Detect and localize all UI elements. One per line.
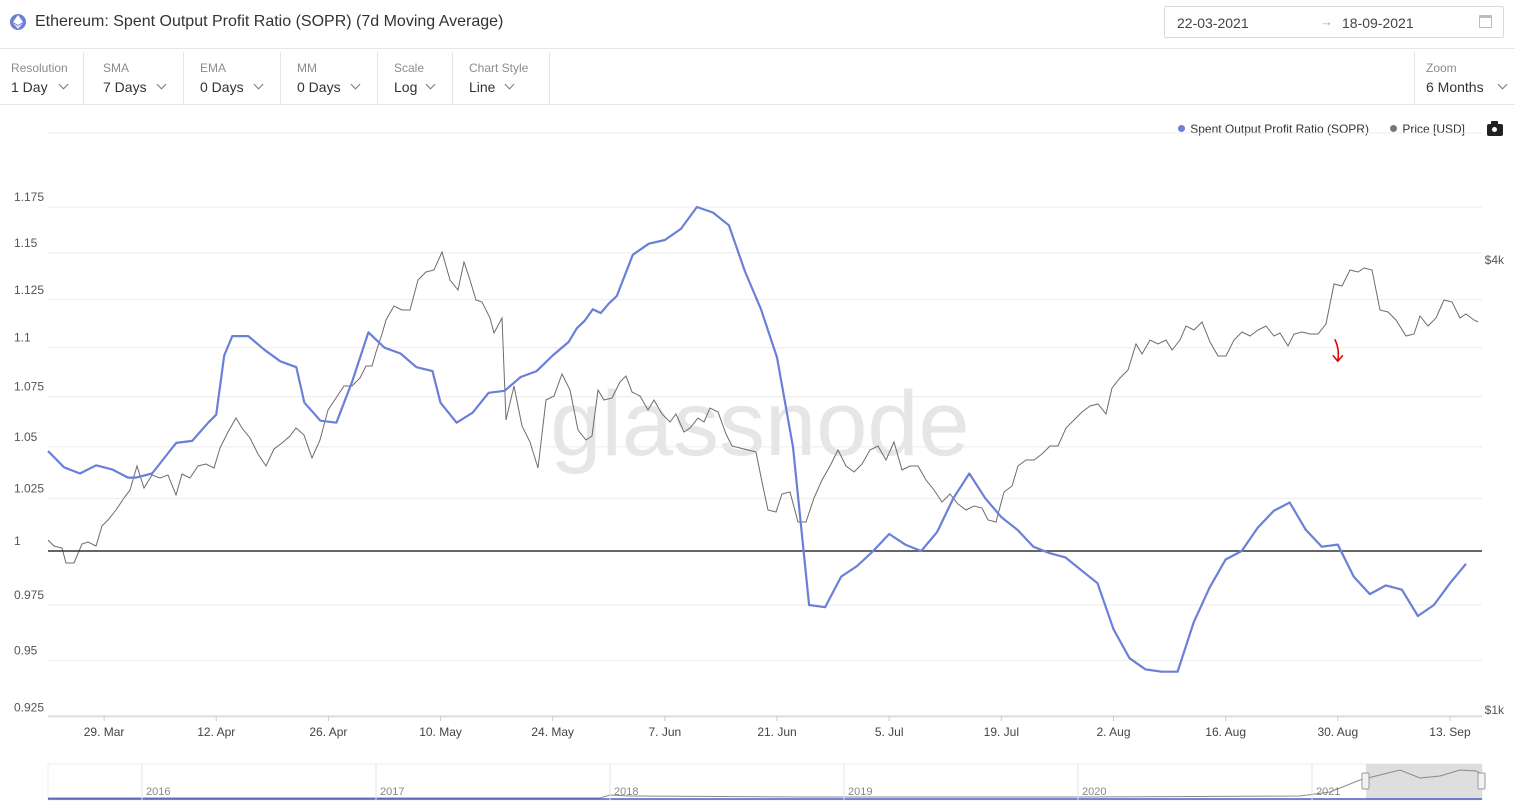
- date-end-input[interactable]: 18-09-2021: [1342, 15, 1414, 31]
- x-tick-label: 10. May: [419, 725, 462, 739]
- date-arrow-icon: →: [1320, 14, 1333, 29]
- chart-style-label: Chart Style: [469, 61, 529, 75]
- navigator-year-label: 2016: [146, 786, 170, 798]
- zoom-select[interactable]: Zoom 6 Months: [1414, 52, 1515, 104]
- legend-marker: [1390, 125, 1398, 132]
- x-tick-label: 2. Aug: [1096, 725, 1130, 739]
- x-tick-label: 29. Mar: [84, 725, 125, 739]
- series-line-sopr: [47, 205, 1467, 673]
- navigator-year-label: 2021: [1316, 786, 1340, 798]
- mm-select[interactable]: MM 0 Days: [286, 52, 378, 104]
- camera-icon[interactable]: [1487, 121, 1503, 136]
- sma-label: SMA: [103, 61, 130, 75]
- y-tick-label: 1.175: [14, 190, 44, 204]
- date-range-picker[interactable]: 22-03-2021 → 18-09-2021: [1164, 6, 1504, 38]
- x-tick-label: 21. Jun: [757, 725, 796, 739]
- navigator-year-label: 2020: [1082, 786, 1106, 798]
- y-tick-label: 1.125: [14, 283, 44, 297]
- resolution-select[interactable]: Resolution 1 Day: [0, 52, 84, 104]
- ema-value[interactable]: 0 Days: [200, 79, 244, 95]
- y-axis-left: 1.175 1.15 1.125 1.1 1.075 1.05 1.025 1 0.975 0.9…: [14, 190, 44, 714]
- mm-label: MM: [297, 61, 317, 75]
- sma-value[interactable]: 7 Days: [103, 79, 147, 95]
- calendar-icon[interactable]: [1479, 15, 1492, 28]
- y-tick-label: 0.975: [14, 588, 44, 602]
- mm-value[interactable]: 0 Days: [297, 79, 341, 95]
- sma-select[interactable]: SMA 7 Days: [92, 52, 184, 104]
- scale-value[interactable]: Log: [394, 79, 418, 95]
- y-right-tick-label: $1k: [1485, 703, 1505, 717]
- navigator-year-label: 2018: [614, 786, 638, 798]
- x-tick-label: 5. Jul: [875, 725, 904, 739]
- ema-label: EMA: [200, 61, 227, 75]
- chart-header: Ethereum: Spent Output Profit Ratio (SOP…: [0, 0, 1515, 49]
- date-start-input[interactable]: 22-03-2021: [1177, 15, 1249, 31]
- ema-select[interactable]: EMA 0 Days: [189, 52, 281, 104]
- resolution-value[interactable]: 1 Day: [11, 79, 48, 95]
- chart-controls: Resolution 1 Day SMA 7 Days EMA 0 Days M…: [0, 52, 1515, 105]
- x-axis: 29. Mar 12. Apr 26. Apr 10. May 24. May 7. Ju…: [84, 716, 1471, 739]
- y-tick-label: 1.1: [14, 331, 31, 345]
- x-tick-label: 24. May: [531, 725, 574, 739]
- y-tick-label: 0.95: [14, 643, 38, 657]
- navigator-handle-right[interactable]: [1477, 772, 1486, 790]
- y-tick-label: 1.05: [14, 430, 38, 444]
- series-sopr: [47, 205, 1467, 673]
- ethereum-icon: [10, 14, 26, 30]
- y-tick-label: 0.925: [14, 700, 44, 714]
- x-tick-label: 19. Jul: [984, 725, 1019, 739]
- navigator-year-label: 2019: [848, 786, 872, 798]
- navigator-frame: [47, 763, 1483, 801]
- x-tick-label: 30. Aug: [1317, 725, 1358, 739]
- annotation-arrow: [1332, 338, 1344, 363]
- scale-select[interactable]: Scale Log: [383, 52, 453, 104]
- y-axis-right: $4k $1k: [1485, 253, 1505, 717]
- series-line-price: [47, 250, 1479, 564]
- red-arrow-icon: [1332, 338, 1344, 363]
- legend-marker: [1178, 125, 1186, 132]
- navigator-series: [48, 769, 1483, 799]
- navigator-labels: 2016 2017 2018 2019 2020 2021: [141, 764, 1340, 800]
- navigator-handle-left[interactable]: [1361, 772, 1370, 790]
- zoom-label: Zoom: [1426, 61, 1457, 75]
- chart-style-value[interactable]: Line: [469, 79, 496, 95]
- x-tick-label: 12. Apr: [197, 725, 235, 739]
- scale-label: Scale: [394, 61, 425, 75]
- y-tick-label: 1.075: [14, 380, 44, 394]
- x-tick-label: 13. Sep: [1429, 725, 1471, 739]
- resolution-label: Resolution: [11, 61, 68, 75]
- zoom-value[interactable]: 6 Months: [1426, 79, 1484, 95]
- navigator-year-label: 2017: [380, 786, 404, 798]
- navigator-selection[interactable]: [1366, 764, 1482, 800]
- y-tick-label: 1: [14, 534, 21, 548]
- chart-style-select[interactable]: Chart Style Line: [458, 52, 550, 104]
- watermark: glassnode: [550, 373, 969, 475]
- x-tick-label: 7. Jun: [649, 725, 682, 739]
- x-tick-label: 26. Apr: [309, 725, 347, 739]
- chart-title: Ethereum: Spent Output Profit Ratio (SOP…: [35, 13, 504, 30]
- x-tick-label: 16. Aug: [1205, 725, 1246, 739]
- y-right-tick-label: $4k: [1485, 253, 1505, 267]
- y-tick-label: 1.15: [14, 236, 38, 250]
- y-tick-label: 1.025: [14, 481, 44, 495]
